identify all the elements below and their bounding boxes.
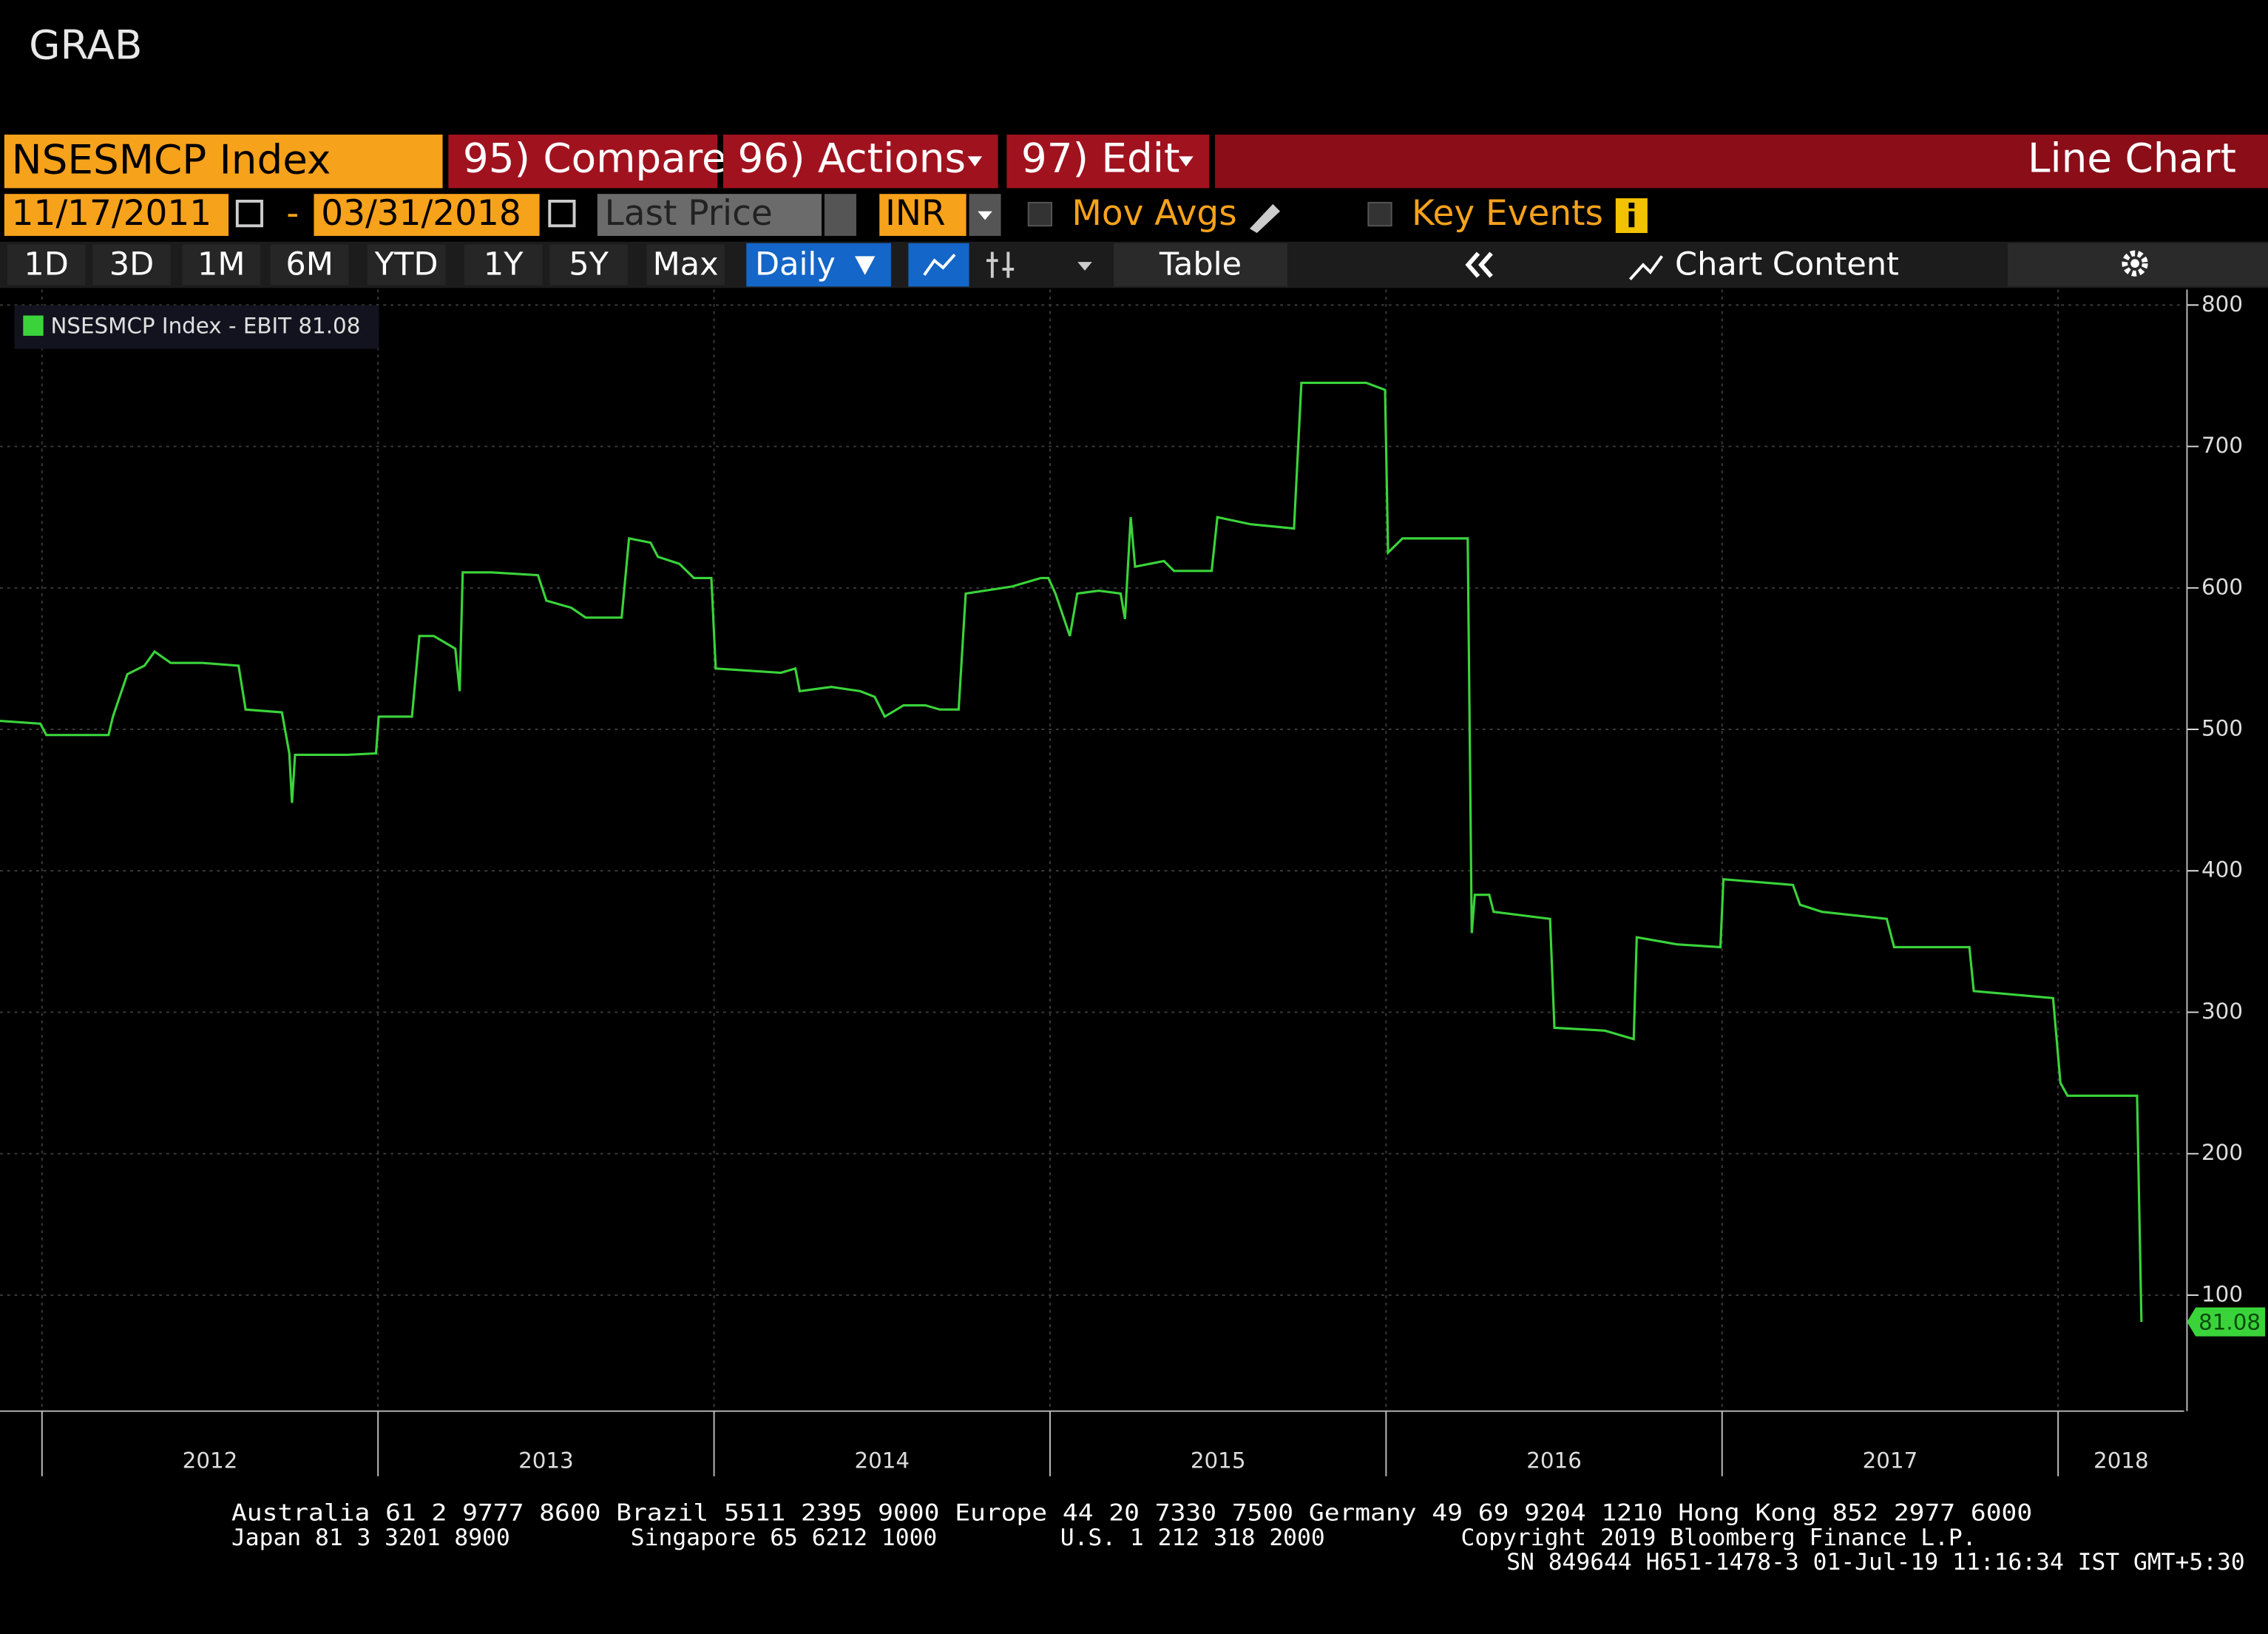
y-tick-label: 500	[2201, 716, 2243, 741]
window-title: GRAB	[29, 21, 142, 69]
period-button[interactable]	[7, 244, 86, 286]
x-tick-label: 2018	[2093, 1448, 2149, 1473]
legend	[14, 305, 379, 349]
info-icon-stem	[1628, 211, 1635, 228]
dropdown-arrow	[967, 156, 983, 167]
y-tick-label: 200	[2201, 1140, 2243, 1165]
pencil-icon[interactable]	[1249, 203, 1281, 234]
period-button[interactable]	[549, 244, 628, 286]
period-label: YTD	[374, 246, 439, 283]
legend-swatch	[23, 315, 44, 336]
y-tick-label: 300	[2201, 999, 2243, 1024]
last-value-tag	[2187, 1307, 2266, 1337]
field: Last Price	[605, 193, 773, 234]
chart-content[interactable]: Chart Content	[1675, 246, 1899, 283]
dropdown-arrow[interactable]	[1077, 262, 1092, 271]
x-tick-label: 2014	[854, 1448, 910, 1473]
period-label: 6M	[285, 246, 333, 283]
info-icon-dot	[1628, 202, 1635, 209]
footer-contact: Singapore 65 6212 1000	[631, 1525, 937, 1551]
chart-content-icon	[1628, 255, 1664, 280]
x-tick-label: 2015	[1191, 1448, 1246, 1473]
x-tick-label: 2013	[518, 1448, 574, 1473]
dropdown-arrow	[854, 256, 876, 275]
gear-icon	[2122, 250, 2148, 277]
period-buttons: 1D 3D 1M 6M YTD 1Y 5Y Max	[7, 244, 725, 286]
security: NSESMCP Index	[12, 135, 331, 183]
actions: 96) Actions	[738, 134, 966, 181]
period-button[interactable]	[270, 244, 349, 286]
currency: INR	[885, 193, 946, 234]
period-label: 1D	[24, 246, 68, 283]
field-box[interactable]	[597, 194, 822, 236]
chart: 100 200 300 400 500 600 700 800 2012 2013 2014 2015…	[0, 289, 2266, 1476]
period-button[interactable]	[367, 244, 446, 286]
gear-center	[2130, 259, 2139, 268]
y-tick-label: 400	[2201, 857, 2243, 882]
chart-type: Line Chart	[2028, 134, 2236, 181]
checkbox[interactable]	[1027, 201, 1052, 227]
edit-button[interactable]	[1006, 134, 1210, 189]
y-tick-label: 100	[2201, 1281, 2243, 1306]
calendar-icon[interactable]	[548, 200, 576, 228]
footer-contacts: Australia 61 2 9777 8600 Brazil 5511 239…	[231, 1500, 2032, 1527]
footer-contact: Japan 81 3 3201 8900	[231, 1525, 510, 1551]
end-date-box[interactable]	[314, 194, 540, 236]
calendar-icon[interactable]	[235, 200, 263, 228]
period-button[interactable]	[646, 244, 725, 286]
start-date-box[interactable]	[4, 194, 229, 236]
session-info: SN 849644 H651-1478-3 01-Jul-19 11:16:34…	[1506, 1549, 2245, 1576]
period-label: 1Y	[484, 246, 524, 283]
table-button[interactable]	[1114, 243, 1287, 287]
y-tick-label: 800	[2201, 291, 2243, 317]
period-button[interactable]	[464, 244, 543, 286]
footer-contact: U.S. 1 212 318 2000	[1060, 1525, 1325, 1551]
x-tick-label: 2012	[183, 1448, 238, 1473]
dropdown-arrow	[978, 211, 992, 220]
period-label: Max	[653, 246, 719, 283]
data-line	[0, 381, 2143, 1323]
collapse-icon[interactable]	[1465, 251, 1493, 278]
currency-box[interactable]	[879, 194, 967, 236]
frequency: Daily	[755, 246, 836, 283]
checkbox[interactable]	[1367, 201, 1392, 227]
period-label: 3D	[109, 246, 154, 283]
title-bar	[1215, 134, 2268, 189]
start-date: 11/17/2011	[12, 193, 212, 234]
x-tick-label: 2016	[1526, 1448, 1582, 1473]
actions-button[interactable]	[722, 134, 998, 189]
table: Table	[1159, 246, 1242, 283]
legend-label: NSESMCP Index - EBIT 81.08	[50, 314, 360, 339]
x-tick-label: 2017	[1863, 1448, 1918, 1473]
last-value-label: 81.08	[2198, 1310, 2261, 1335]
period-label: 1M	[197, 246, 245, 283]
y-tick-label: 700	[2201, 433, 2243, 458]
security-box[interactable]	[4, 134, 443, 189]
line-icon	[923, 254, 956, 276]
y-tick-label: 600	[2201, 574, 2243, 599]
period-button[interactable]	[182, 244, 261, 286]
mov-avgs: Mov Avgs	[1072, 193, 1236, 234]
compare: 95) Compare	[463, 134, 727, 181]
dropdown-arrow	[1179, 156, 1194, 167]
date-separator: -	[286, 193, 299, 234]
period-button[interactable]	[92, 244, 171, 286]
copyright: Copyright 2019 Bloomberg Finance L.P.	[1461, 1525, 1977, 1551]
compare-button[interactable]	[448, 134, 718, 189]
field-dropdown[interactable]	[824, 194, 856, 236]
end-date: 03/31/2018	[321, 193, 521, 234]
key-events: Key Events	[1412, 193, 1603, 234]
bar-chart-icon[interactable]	[986, 251, 1015, 278]
edit: 97) Edit	[1021, 134, 1179, 181]
period-label: 5Y	[569, 246, 609, 283]
